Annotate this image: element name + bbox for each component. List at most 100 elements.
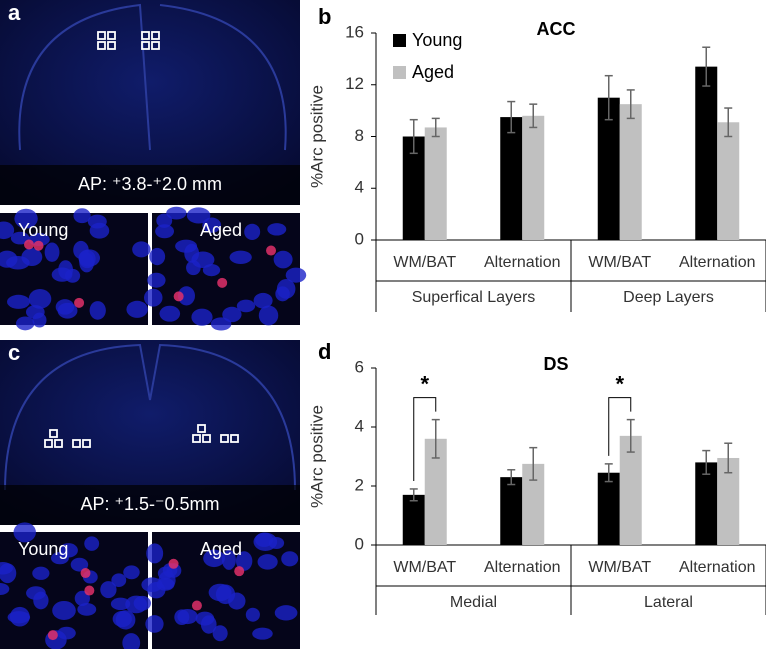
nucleus [208,583,232,602]
image-panels: AP: ⁺3.8-⁺2.0 mm a Young Aged AP: ⁺1.5-⁻0.5m… [0,0,307,653]
error-bar [626,89,635,120]
nucleus [122,633,141,653]
nucleus [186,207,211,224]
nucleus [149,247,166,266]
error-bar [604,74,613,121]
x-tick-label: Alternation [679,254,756,271]
region-banner [0,165,300,205]
nucleus [126,300,148,318]
significance-label: * [615,371,624,396]
sample-square [230,434,239,443]
nucleus [89,222,110,239]
nucleus [0,221,15,240]
nucleus [132,241,151,258]
bar [597,97,620,240]
nucleus [115,610,136,630]
sample-square [141,31,150,40]
arc-signal [80,568,91,579]
region-label: AP: ⁺1.5-⁻0.5mm [80,494,219,514]
panel-label: b [318,4,331,29]
nucleus [100,581,117,599]
nucleus [177,286,195,306]
bar [402,136,425,240]
nucleus [275,286,290,302]
sample-square [197,424,206,433]
significance-bracket [608,397,632,456]
arc-signal [74,297,85,308]
nucleus [15,316,35,331]
nucleus [274,605,298,621]
group-label: Medial [450,594,497,611]
y-tick-label: 16 [345,22,364,41]
sample-square [54,439,63,448]
arc-signal [217,277,228,288]
nucleus [191,308,213,326]
nucleus [0,582,10,596]
x-tick-label: WM/BAT [588,254,651,271]
micrograph-label: Young [18,539,68,559]
micrograph-label: Aged [200,220,242,240]
x-tick-label: WM/BAT [588,559,651,576]
arc-signal [191,600,202,611]
nucleus [123,565,140,580]
y-tick-label: 2 [355,475,364,494]
error-bar [431,418,440,459]
error-bar [626,418,635,453]
sample-square [72,439,81,448]
sample-square [82,439,91,448]
bar [619,104,642,240]
nucleus [79,252,95,273]
sample-square [44,439,53,448]
nucleus [77,602,97,616]
sample-square [220,434,229,443]
y-axis-label: %Arc positive [307,85,326,188]
nucleus [74,590,90,606]
y-axis-label: %Arc positive [307,405,326,508]
nucleus [273,250,293,269]
nucleus [26,586,46,600]
x-tick-label: Alternation [484,254,561,271]
nucleus [229,250,252,264]
arc-signal [168,558,179,569]
nucleus [159,305,181,322]
nucleus [32,566,50,580]
error-bar [724,107,733,138]
nucleus [281,551,299,567]
nucleus [13,522,36,543]
brain-outline [18,3,287,151]
nucleus [147,272,166,288]
nucleus [9,606,30,627]
micrograph-label: Aged [200,539,242,559]
group-label: Lateral [644,594,693,611]
nucleus [202,264,221,277]
x-tick-label: Alternation [679,559,756,576]
nucleus [21,248,43,267]
bar [522,115,545,240]
bar [717,122,740,240]
nucleus [200,615,217,634]
bar [500,117,523,240]
y-tick-label: 12 [345,74,364,93]
nucleus [146,543,164,564]
sample-square [107,41,116,50]
sample-square [97,41,106,50]
nucleus [155,224,175,239]
panel-label: c [8,340,20,365]
y-tick-label: 0 [355,229,364,248]
sample-square [192,434,201,443]
nucleus [145,615,164,633]
sample-square [141,41,150,50]
bar [597,472,620,545]
nucleus [57,626,76,640]
error-bar [409,118,418,155]
error-bar [702,449,711,475]
nucleus [143,288,163,307]
nucleus [228,592,246,610]
nucleus [70,557,89,572]
nucleus [14,208,38,229]
nucleus [52,600,76,620]
nucleus [44,242,60,262]
nucleus [235,551,253,571]
nucleus [32,312,47,328]
